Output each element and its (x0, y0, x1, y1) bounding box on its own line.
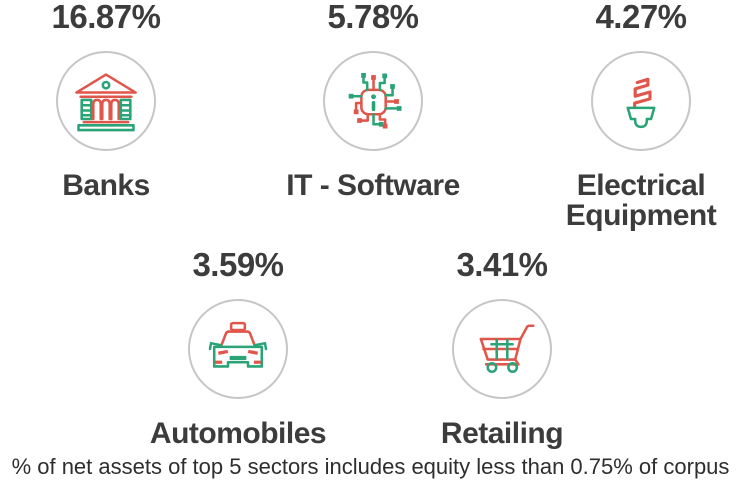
sector-label: Banks (62, 169, 150, 202)
sector-label: Electrical Equipment (565, 169, 717, 232)
car-icon (208, 321, 268, 368)
sector-card-banks: 16.87% Banks (0, 0, 221, 201)
sector-percentage: 16.87% (51, 0, 161, 35)
sector-percentage: 3.41% (456, 246, 548, 283)
sector-percentage: 4.27% (595, 0, 687, 35)
sector-icon-circle (56, 51, 156, 151)
chip-icon (348, 72, 402, 129)
sector-icon-circle (188, 299, 288, 399)
shopping-cart-icon (479, 324, 535, 373)
sector-label: Retailing (440, 417, 564, 450)
sector-icon-circle (323, 51, 423, 151)
sector-percentage: 3.59% (192, 246, 284, 283)
sector-card-electrical-equipment: 4.27% Electrical Equipment (526, 0, 741, 231)
footnote: % of net assets of top 5 sectors include… (11, 454, 730, 479)
bank-icon (75, 73, 137, 132)
sector-icon-circle (452, 299, 552, 399)
sector-icon-circle (591, 51, 691, 151)
cfl-bulb-icon (626, 77, 656, 129)
sector-card-automobiles: 3.59% Automobiles (123, 248, 353, 449)
sector-card-it-software: 5.78% IT - Software (258, 0, 488, 201)
sector-label: Automobiles (149, 417, 327, 450)
sector-label: IT - Software (286, 169, 460, 202)
sector-card-retailing: 3.41% Retailing (387, 248, 617, 449)
sector-percentage: 5.78% (327, 0, 419, 35)
